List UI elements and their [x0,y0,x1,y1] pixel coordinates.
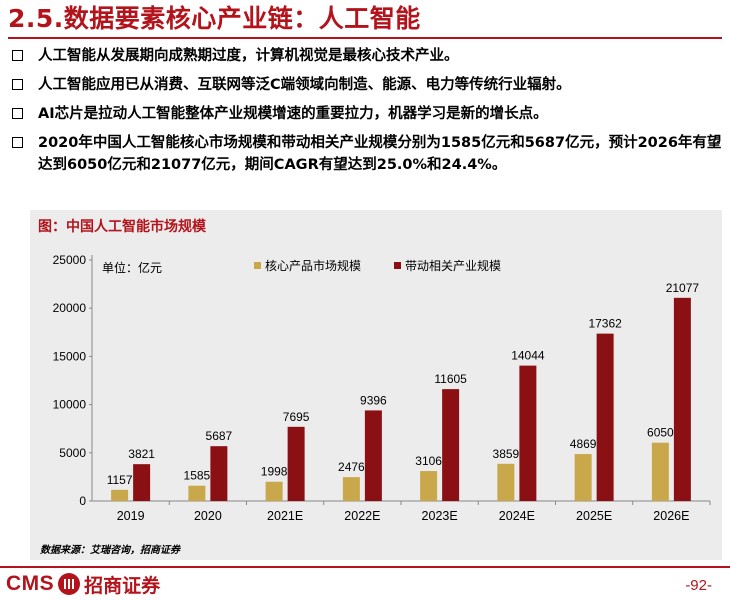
legend-label: 带动相关产业规模 [405,258,501,273]
bar-related [364,410,382,501]
brand-logo: CMS 招商证券 [6,571,160,597]
bullet-text: 人工智能应用已从消费、互联网等泛C端领域向制造、能源、电力等传统行业辐射。 [38,77,571,93]
bar-related [519,365,537,501]
y-tick-label: 0 [79,494,86,508]
bar-core [342,477,360,501]
x-tick-label: 2020 [194,509,222,523]
data-label: 14044 [511,349,545,363]
brand-seal-icon [58,573,81,595]
y-tick-label: 15000 [53,349,87,363]
square-bullet-icon [12,79,23,90]
page-number: -92- [685,577,712,594]
y-tick-label: 25000 [53,253,87,267]
bar-related [673,297,691,501]
bar-related [210,446,228,501]
brand-logo-cn: 招商证券 [84,574,161,597]
data-label: 1157 [107,473,133,487]
x-tick-label: 2021E [267,509,303,523]
data-source-note: 数据来源：艾瑞咨询，招商证券 [40,545,180,556]
footer-divider [0,566,730,568]
bar-related [287,426,305,501]
x-tick-label: 2024E [499,509,535,523]
data-label: 5687 [206,429,233,443]
bar-core [651,442,669,501]
title-divider [8,37,722,39]
legend-swatch [394,262,401,269]
x-tick-label: 2019 [117,509,145,523]
bullet-list: 人工智能从发展期向成熟期过度，计算机视觉是最核心技术产业。 人工智能应用已从消费… [10,45,722,183]
bar-related [596,333,614,501]
data-label: 21077 [666,281,700,295]
data-label: 4869 [570,437,597,451]
bar-related [133,464,151,501]
unit-label: 单位：亿元 [102,260,162,275]
square-bullet-icon [12,50,23,61]
x-tick-label: 2023E [422,509,458,523]
square-bullet-icon [12,137,23,148]
data-label: 3106 [415,454,442,468]
data-label: 2476 [338,460,365,474]
slide-title: 2.5.数据要素核心产业链：人工智能 [8,4,421,33]
chart-caption: 图：中国人工智能市场规模 [38,219,206,235]
legend-swatch [254,262,261,269]
market-size-bar-chart: 0 5000 10000 15000 20000 25000 单位：亿元 核心产品市场规模 带动… [53,253,711,523]
square-bullet-icon [12,108,23,119]
data-label: 9396 [360,393,387,407]
bullet-text: AI芯片是拉动人工智能整体产业规模增速的重要拉力，机器学习是新的增长点。 [38,106,548,122]
bullet-item: AI芯片是拉动人工智能整体产业规模增速的重要拉力，机器学习是新的增长点。 [10,103,722,125]
data-label: 6050 [647,426,674,440]
x-tick-label: 2022E [344,509,380,523]
legend-label: 核心产品市场规模 [265,258,361,273]
bar-core [420,471,438,501]
bullet-item: 人工智能从发展期向成熟期过度，计算机视觉是最核心技术产业。 [10,45,722,67]
data-label: 11605 [434,372,467,386]
x-tick-label: 2026E [653,509,689,523]
bar-core [265,481,283,501]
y-tick-label: 20000 [53,301,87,315]
bullet-text: 人工智能从发展期向成熟期过度，计算机视觉是最核心技术产业。 [38,48,459,64]
chart-panel: 图：中国人工智能市场规模 0 5000 10000 15000 20000 25000 单位… [30,210,722,560]
bar-core [188,485,206,501]
bullet-item: 2020年中国人工智能核心市场规模和带动相关产业规模分别为1585亿元和5687… [10,132,722,176]
data-label: 17362 [588,317,622,331]
data-label: 7695 [283,410,310,424]
y-tick-label: 5000 [59,446,86,460]
data-label: 1585 [184,469,211,483]
data-label: 1998 [261,465,288,479]
brand-logo-en: CMS [6,572,55,595]
bar-core [497,463,515,501]
bar-core [574,454,592,501]
data-label: 3821 [128,447,155,461]
data-label: 3859 [493,447,520,461]
x-tick-label: 2025E [576,509,612,523]
bullet-text: 2020年中国人工智能核心市场规模和带动相关产业规模分别为1585亿元和5687… [38,135,722,173]
bar-core [111,489,129,501]
bar-related [442,389,460,501]
bullet-item: 人工智能应用已从消费、互联网等泛C端领域向制造、能源、电力等传统行业辐射。 [10,74,722,96]
y-tick-label: 10000 [53,398,87,412]
